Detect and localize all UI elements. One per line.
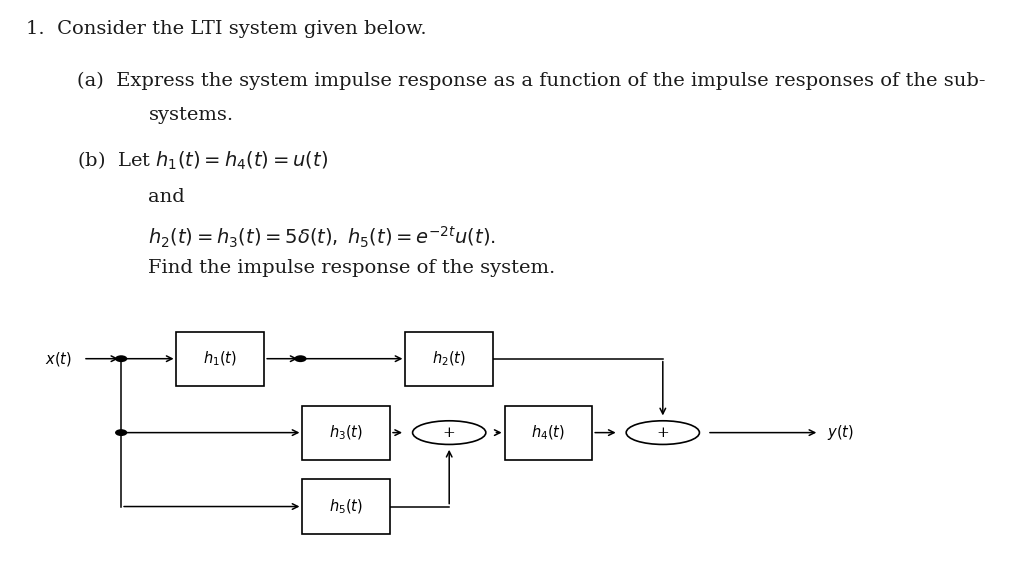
Text: $h_2(t)$: $h_2(t)$ <box>432 350 466 368</box>
Text: $y(t)$: $y(t)$ <box>826 423 854 442</box>
Text: +: + <box>656 426 670 439</box>
Circle shape <box>294 355 306 362</box>
Text: $h_3(t)$: $h_3(t)$ <box>329 423 364 442</box>
Text: $x(t)$: $x(t)$ <box>45 350 72 368</box>
Text: $h_2(t) = h_3(t) = 5\delta(t),\; h_5(t) = e^{-2t}u(t).$: $h_2(t) = h_3(t) = 5\delta(t),\; h_5(t) … <box>148 225 497 250</box>
Ellipse shape <box>413 421 485 445</box>
Bar <box>505 406 592 460</box>
Circle shape <box>115 355 127 362</box>
Ellipse shape <box>627 421 699 445</box>
Circle shape <box>115 429 127 436</box>
Text: +: + <box>442 426 456 439</box>
Text: $h_5(t)$: $h_5(t)$ <box>329 497 364 516</box>
Text: systems.: systems. <box>148 106 233 124</box>
Bar <box>176 332 264 386</box>
Text: 1.  Consider the LTI system given below.: 1. Consider the LTI system given below. <box>26 20 426 38</box>
Text: (b)  Let $h_1(t) = h_4(t) = u(t)$: (b) Let $h_1(t) = h_4(t) = u(t)$ <box>77 150 328 172</box>
Text: $h_4(t)$: $h_4(t)$ <box>531 423 565 442</box>
Bar <box>406 332 494 386</box>
Text: $h_1(t)$: $h_1(t)$ <box>204 350 238 368</box>
Text: Find the impulse response of the system.: Find the impulse response of the system. <box>148 259 556 277</box>
Text: and: and <box>148 188 185 206</box>
Text: (a)  Express the system impulse response as a function of the impulse responses : (a) Express the system impulse response … <box>77 72 985 90</box>
Bar <box>302 406 390 460</box>
Bar <box>302 480 390 533</box>
